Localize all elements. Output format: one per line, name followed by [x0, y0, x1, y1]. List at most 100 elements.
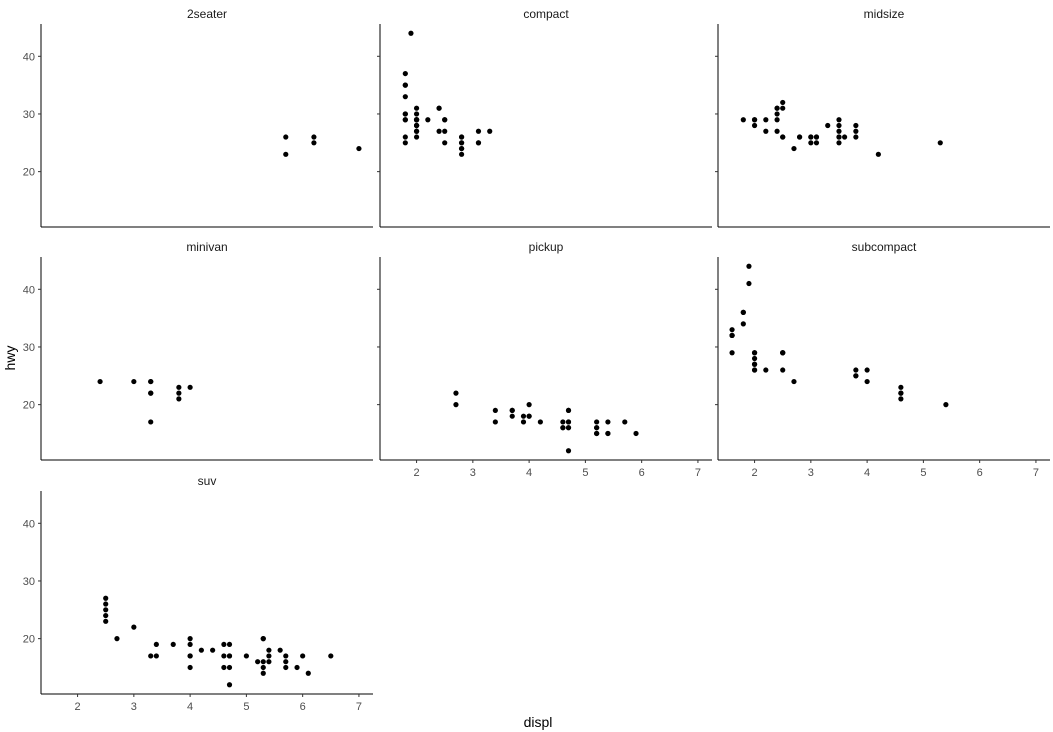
data-point [210, 647, 216, 653]
data-point [413, 122, 420, 129]
data-point [356, 145, 362, 152]
data-point [148, 378, 154, 385]
data-point [751, 355, 758, 362]
data-point [836, 128, 842, 134]
data-point [114, 636, 120, 642]
x-tick-label: 6 [977, 467, 983, 479]
data-point [131, 378, 137, 385]
strip-label-pickup: pickup [529, 240, 564, 254]
data-point [402, 134, 408, 140]
data-point [808, 140, 814, 146]
data-point [475, 140, 482, 146]
data-point [176, 390, 182, 396]
data-point [300, 653, 306, 659]
data-point [458, 134, 465, 140]
data-point [413, 111, 420, 117]
data-point [413, 134, 420, 140]
panel-minivan: minivan 20 30 40 [23, 240, 373, 461]
data-point [898, 396, 904, 402]
data-point [509, 413, 515, 419]
data-point [305, 670, 311, 676]
data-point [622, 419, 628, 425]
strip-label-midsize: midsize [864, 7, 905, 21]
data-point [187, 664, 193, 671]
data-point [283, 664, 289, 671]
data-point [187, 384, 193, 390]
panel-midsize: midsize [715, 7, 1050, 228]
data-point [763, 367, 769, 373]
data-point [283, 134, 289, 140]
data-point [509, 407, 515, 414]
y-tick-label: 30 [23, 342, 35, 354]
data-point [853, 367, 859, 373]
data-point [746, 263, 752, 269]
data-point [221, 641, 227, 648]
data-point [565, 448, 572, 454]
data-point [864, 367, 870, 373]
data-point [103, 607, 109, 613]
panel-2seater: 2seater 20 30 40 [23, 7, 373, 228]
data-point [808, 134, 814, 140]
data-point [492, 407, 498, 414]
data-point [594, 419, 600, 425]
data-point [729, 350, 735, 356]
data-point [458, 151, 465, 157]
x-tick-label: 5 [920, 467, 926, 479]
data-point [729, 332, 735, 339]
y-axis-title: hwy [2, 346, 18, 371]
data-point [103, 618, 109, 624]
data-point [260, 636, 266, 642]
x-tick-label: 2 [414, 467, 420, 479]
data-point [458, 140, 465, 146]
data-point [560, 419, 566, 425]
data-point [413, 105, 420, 111]
data-point [492, 419, 498, 425]
x-tick-label: 6 [300, 701, 306, 713]
x-tick-label: 7 [695, 467, 701, 479]
data-point [402, 111, 408, 117]
data-point [226, 682, 233, 688]
x-tick-label: 4 [864, 467, 870, 479]
data-point [751, 367, 758, 373]
data-point [458, 145, 465, 152]
data-point [266, 659, 272, 665]
y-tick-label: 30 [23, 109, 35, 121]
data-point [436, 105, 442, 111]
data-point [813, 140, 820, 146]
data-point [937, 140, 943, 146]
data-point [633, 430, 639, 437]
data-point [751, 117, 758, 123]
data-point [436, 128, 442, 134]
x-tick-label: 3 [470, 467, 476, 479]
data-point [898, 384, 904, 390]
data-point [311, 134, 317, 140]
data-point [103, 595, 109, 601]
data-point [780, 367, 786, 373]
data-point [791, 145, 797, 152]
data-point [176, 396, 182, 402]
data-point [853, 134, 859, 140]
y-tick-label: 30 [23, 576, 35, 588]
panel-subcompact: subcompact 2 3 4 5 6 7 [715, 240, 1050, 479]
data-point [266, 653, 272, 659]
data-point [198, 647, 204, 653]
data-point [774, 111, 780, 117]
data-point [605, 419, 611, 425]
x-tick-label: 2 [752, 467, 758, 479]
data-point [565, 425, 572, 431]
data-point [97, 378, 103, 385]
data-point [442, 140, 448, 146]
data-point [442, 128, 448, 134]
strip-label-2seater: 2seater [187, 7, 227, 21]
panel-compact: compact [377, 7, 712, 228]
data-point [408, 30, 414, 36]
data-point [283, 151, 289, 157]
data-point [898, 390, 904, 396]
data-point [176, 384, 182, 390]
data-point [594, 425, 600, 431]
data-point [260, 659, 266, 665]
data-point [283, 653, 289, 659]
y-tick-label: 40 [23, 51, 35, 63]
x-tick-label: 2 [75, 701, 81, 713]
